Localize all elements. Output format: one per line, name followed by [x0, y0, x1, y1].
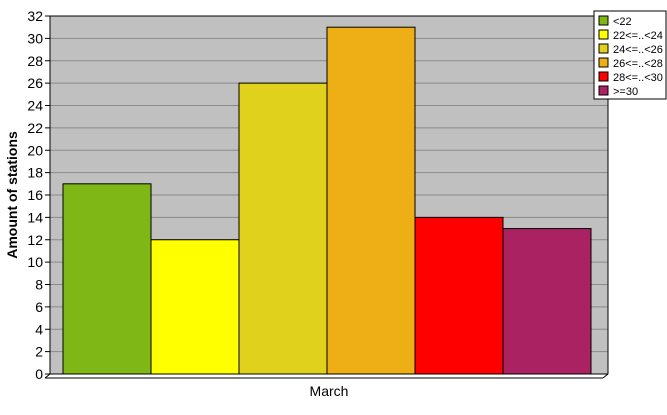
legend-swatch	[598, 29, 609, 40]
legend-label: 24<=..<26	[613, 44, 663, 56]
legend-label: 28<=..<30	[613, 72, 663, 84]
bars	[62, 26, 592, 375]
y-tick-label: 16	[27, 187, 43, 203]
legend-box	[593, 10, 667, 100]
y-tick-label: 24	[27, 98, 43, 114]
y-tick-label: 28	[27, 53, 43, 69]
x-tick-labels: March	[310, 383, 349, 399]
y-tick-label: 4	[35, 321, 43, 337]
y-tick-label: 32	[27, 8, 43, 24]
y-tick-label: 2	[35, 344, 43, 360]
legend-swatch	[598, 15, 609, 26]
bar	[62, 183, 152, 375]
bar	[150, 239, 240, 375]
y-tick-label: 10	[27, 254, 43, 270]
y-tick-label: 22	[27, 120, 43, 136]
legend-label: 22<=..<24	[613, 30, 663, 42]
axis-depth-edge	[44, 373, 51, 379]
y-tick-label: 0	[35, 366, 43, 382]
y-tick-label: 12	[27, 232, 43, 248]
legend-swatch	[598, 43, 609, 54]
legend-swatch	[598, 85, 609, 96]
y-tick-label: 8	[35, 277, 43, 293]
legend-label: 26<=..<28	[613, 58, 663, 70]
legend-swatch	[598, 71, 609, 82]
legend-label: <22	[613, 16, 632, 28]
legend-swatch	[598, 57, 609, 68]
y-tick-label: 14	[27, 209, 43, 225]
bar	[326, 26, 416, 375]
y-tick-label: 30	[27, 30, 43, 46]
y-axis-title: Amount of stations	[4, 131, 20, 259]
x-tick-label: March	[310, 383, 349, 399]
y-tick-label: 26	[27, 75, 43, 91]
legend: <22 22<=..<24 24<=..<26 26<=..<28 28<=..<30 >…	[593, 10, 667, 100]
bar	[238, 82, 328, 375]
y-tick-label: 6	[35, 299, 43, 315]
y-tick-label: 18	[27, 165, 43, 181]
legend-label: >=30	[613, 86, 638, 98]
axes	[44, 15, 609, 379]
bar	[414, 216, 504, 375]
y-tick-label: 20	[27, 142, 43, 158]
axis-depth-edge	[602, 373, 609, 379]
bar	[502, 228, 592, 375]
